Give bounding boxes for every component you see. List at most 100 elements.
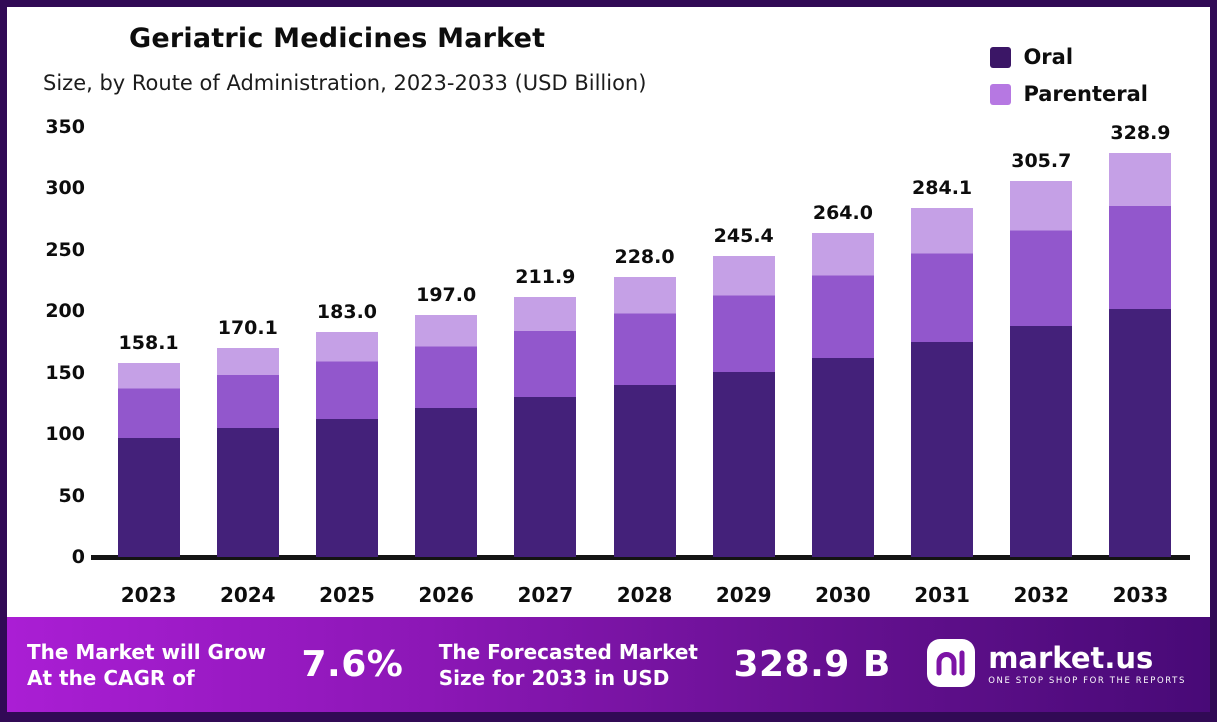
segment-parenteral-2025[interactable] [315,332,378,419]
bars-container: 158.1 2023 170.1 2024 183.0 2025 197.0 2026 211.… [99,122,1190,607]
y-tick-300: 300 [45,177,85,200]
segment-oral-2026[interactable] [415,408,478,557]
bar-2025[interactable] [315,332,378,557]
bar-2026[interactable] [415,314,478,557]
bar-group-2025: 183.0 2025 [297,127,396,607]
segment-oral-2032[interactable] [1010,326,1073,557]
y-tick-200: 200 [45,300,85,323]
bar-total-label-2026: 197.0 [416,283,477,306]
footer-banner: The Market will Grow At the CAGR of 7.6%… [7,617,1210,712]
bar-2028[interactable] [613,276,676,557]
y-tick-150: 150 [45,361,85,384]
bar-2029[interactable] [712,255,775,557]
x-tick-2025: 2025 [319,583,375,607]
bar-total-label-2029: 245.4 [713,224,774,247]
segment-oral-2033[interactable] [1109,308,1172,557]
x-tick-2032: 2032 [1013,583,1070,607]
segment-oral-2025[interactable] [315,418,378,557]
chart-title: Geriatric Medicines Market [129,23,546,54]
bar-total-label-2030: 264.0 [812,201,873,224]
segment-oral-2027[interactable] [514,396,577,557]
bar-group-2028: 228.0 2028 [595,127,694,607]
legend-swatch-oral [990,46,1012,68]
segment-parenteral-2029[interactable] [712,255,775,372]
x-tick-2026: 2026 [418,583,474,607]
segment-parenteral-2030[interactable] [811,232,874,358]
y-tick-350: 350 [45,116,85,138]
plot-area: 158.1 2023 170.1 2024 183.0 2025 197.0 2026 211.… [29,116,1190,607]
bar-group-2030: 264.0 2030 [793,127,892,607]
segment-oral-2030[interactable] [811,357,874,557]
bar-group-2032: 305.7 2032 [992,127,1091,607]
brand-block[interactable]: market.us ONE STOP SHOP FOR THE REPORTS [926,638,1186,692]
x-tick-2033: 2033 [1112,583,1169,607]
chart-section: Geriatric Medicines Market Size, by Rout… [7,7,1210,617]
cagr-caption-line2: At the CAGR of [27,665,195,690]
bar-group-2023: 158.1 2023 [99,127,198,607]
bar-group-2029: 245.4 2029 [694,127,793,607]
marketus-logo-icon [926,638,976,692]
forecast-value: 328.9 B [733,644,891,685]
segment-oral-2029[interactable] [712,371,775,557]
forecast-caption-line1: The Forecasted Market [438,639,698,664]
x-tick-2027: 2027 [517,583,574,607]
segment-parenteral-2024[interactable] [216,348,279,428]
cagr-caption-line1: The Market will Grow [27,639,267,664]
segment-oral-2023[interactable] [117,437,180,557]
bar-group-2031: 284.1 2031 [893,127,992,607]
bar-2033[interactable] [1109,152,1172,557]
segment-parenteral-2032[interactable] [1010,181,1073,327]
x-tick-2030: 2030 [815,583,871,607]
segment-parenteral-2033[interactable] [1109,152,1172,309]
bar-total-label-2027: 211.9 [515,265,576,288]
y-tick-100: 100 [45,423,85,446]
bar-2030[interactable] [811,232,874,557]
y-tick-250: 250 [45,238,85,261]
bar-group-2027: 211.9 2027 [496,127,595,607]
x-tick-2029: 2029 [715,583,772,607]
segment-oral-2024[interactable] [216,428,279,557]
bar-2032[interactable] [1010,181,1073,557]
legend-label-parenteral: Parenteral [1023,82,1148,106]
bar-total-label-2024: 170.1 [217,317,278,340]
legend-swatch-parenteral [990,83,1012,105]
bar-group-2024: 170.1 2024 [198,127,297,607]
cagr-value: 7.6% [301,644,404,685]
bar-2023[interactable] [117,362,180,557]
x-tick-2031: 2031 [914,583,970,607]
bar-total-label-2023: 158.1 [118,331,179,354]
bar-total-label-2031: 284.1 [912,176,973,199]
segment-parenteral-2023[interactable] [117,362,180,438]
brand-name: market.us [988,640,1154,675]
legend-item-parenteral[interactable]: Parenteral [990,82,1148,106]
bar-group-2026: 197.0 2026 [397,127,496,607]
x-tick-2028: 2028 [616,583,673,607]
legend: Oral Parenteral [990,45,1148,106]
bar-total-label-2025: 183.0 [316,301,378,324]
segment-oral-2028[interactable] [613,384,676,557]
y-tick-0: 0 [71,546,85,568]
bar-total-label-2032: 305.7 [1011,150,1072,173]
segment-parenteral-2027[interactable] [514,296,577,397]
brand-tagline: ONE STOP SHOP FOR THE REPORTS [988,676,1186,687]
x-tick-2023: 2023 [120,583,177,607]
x-tick-2024: 2024 [219,583,276,607]
legend-label-oral: Oral [1023,45,1074,69]
x-axis-line [91,555,1190,560]
bar-2031[interactable] [911,207,974,557]
bar-2024[interactable] [216,348,279,557]
bar-2027[interactable] [514,296,577,557]
y-tick-50: 50 [58,484,85,507]
legend-item-oral[interactable]: Oral [990,45,1148,69]
forecast-caption: The Forecasted Market Size for 2033 in U… [439,639,698,691]
segment-parenteral-2031[interactable] [911,207,974,343]
segment-oral-2031[interactable] [911,342,974,557]
bar-total-label-2033: 328.9 [1110,121,1171,144]
cagr-caption: The Market will Grow At the CAGR of [27,639,266,691]
chart-subtitle: Size, by Route of Administration, 2023-2… [43,71,647,95]
segment-parenteral-2026[interactable] [415,314,478,409]
bar-total-label-2028: 228.0 [614,245,675,268]
segment-parenteral-2028[interactable] [613,276,676,385]
bar-group-2033: 328.9 2033 [1091,122,1190,607]
